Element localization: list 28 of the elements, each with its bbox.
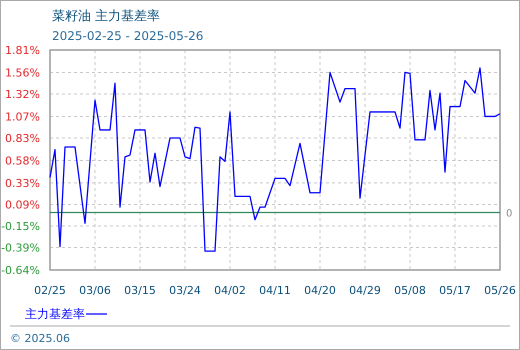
x-tick-label: 04/02 xyxy=(214,284,246,297)
legend-label: 主力基差率 xyxy=(25,307,85,321)
y-tick-label: 1.32% xyxy=(5,88,40,101)
x-tick-label: 03/06 xyxy=(79,284,111,297)
y-tick-label: -0.39% xyxy=(1,242,40,255)
x-tick-label: 04/29 xyxy=(349,284,381,297)
y-tick-label: 0.83% xyxy=(5,132,40,145)
y-tick-label: 0.33% xyxy=(5,176,40,190)
y-tick-label: 0.58% xyxy=(5,154,40,168)
chart-title: 菜籽油 主力基差率 xyxy=(52,8,160,24)
x-tick-label: 02/25 xyxy=(34,284,66,297)
x-tick-label: 03/24 xyxy=(169,284,201,297)
x-tick-label: 05/26 xyxy=(484,284,516,297)
line-series xyxy=(49,67,501,252)
x-tick-label: 04/20 xyxy=(304,284,336,297)
y-tick-label: 1.81% xyxy=(5,44,40,57)
y-tick-label: -0.64% xyxy=(1,264,40,277)
x-tick-label: 04/11 xyxy=(259,284,291,297)
chart-subtitle: 2025-02-25 - 2025-05-26 xyxy=(52,29,204,43)
x-tick-label: 05/08 xyxy=(394,284,426,297)
x-tick-label: 05/17 xyxy=(439,284,471,297)
y-tick-label: -0.15% xyxy=(1,220,40,233)
text: © 2025.06 xyxy=(10,332,70,345)
ref-line-label: 0 xyxy=(506,208,512,220)
y-tick-label: 0.09% xyxy=(5,198,40,212)
y-tick-label: 1.07% xyxy=(5,110,40,124)
x-tick-label: 03/15 xyxy=(124,284,156,297)
y-tick-label: 1.56% xyxy=(5,66,40,80)
